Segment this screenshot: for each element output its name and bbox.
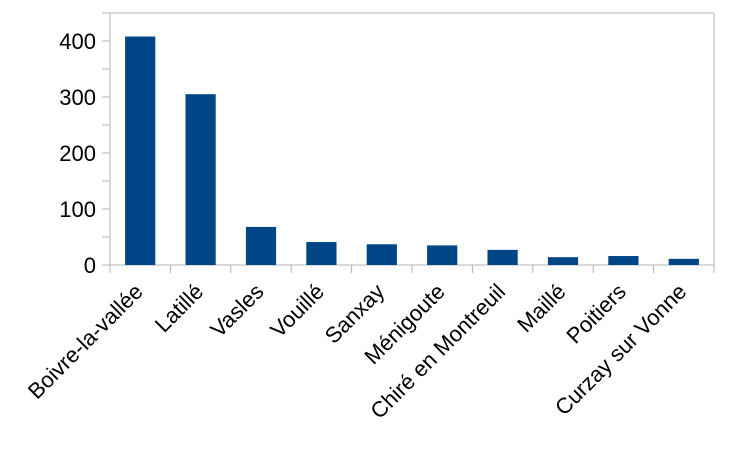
y-tick-label: 100 — [59, 197, 96, 222]
x-tick-label: Vouillé — [265, 279, 329, 343]
bar — [245, 226, 277, 265]
bar — [306, 242, 337, 265]
x-tick-label: Boivre-la-vallée — [23, 279, 148, 404]
chart-bars — [125, 36, 699, 265]
y-tick-label: 200 — [59, 141, 96, 166]
y-tick-label: 0 — [84, 253, 96, 278]
x-tick-label: Vasles — [205, 279, 268, 342]
y-tick-label: 400 — [59, 29, 96, 54]
x-tick-label: Maillé — [512, 279, 570, 337]
bar — [366, 244, 397, 265]
y-axis-tick-labels: 0 100 200 300 400 — [59, 29, 96, 278]
bar — [608, 256, 639, 265]
bar — [125, 36, 156, 265]
bar — [487, 249, 518, 265]
bar — [185, 94, 216, 265]
x-tick-label: Latillé — [150, 279, 208, 337]
bar — [668, 258, 699, 265]
x-axis-tick-labels: Boivre-la-vallée LatilléVaslesVouilléSanx… — [23, 279, 691, 424]
bar — [427, 245, 458, 265]
bar — [547, 257, 579, 265]
y-tick-label: 300 — [59, 85, 96, 110]
